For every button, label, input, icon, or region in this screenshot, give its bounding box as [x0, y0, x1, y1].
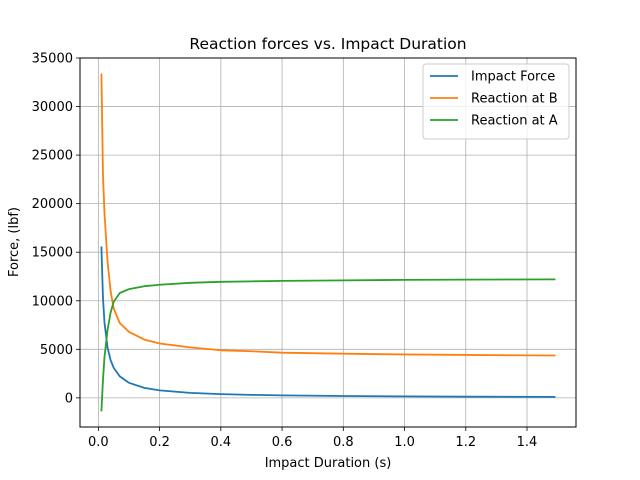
- x-tick-label: 1.2: [455, 435, 476, 450]
- chart-title: Reaction forces vs. Impact Duration: [189, 35, 466, 53]
- y-tick-label: 20000: [32, 197, 73, 212]
- y-tick-label: 35000: [32, 52, 73, 67]
- series-line-2: [100, 278, 556, 412]
- legend-label-impact-force: Impact Force: [471, 70, 555, 85]
- y-tick-label: 10000: [32, 294, 73, 309]
- series-line-1: [100, 73, 556, 357]
- y-tick-label: 25000: [32, 149, 73, 164]
- plot-frame: [79, 57, 577, 428]
- x-tick-label: 0.0: [88, 435, 109, 450]
- legend: Impact Force Reaction at B Reaction at A: [422, 63, 570, 140]
- x-tick-label: 0.6: [272, 435, 293, 450]
- series-lines: [100, 73, 556, 412]
- y-tick-label: 30000: [32, 100, 73, 115]
- x-tick-label: 0.8: [333, 435, 354, 450]
- legend-label-reaction-b: Reaction at B: [471, 92, 558, 107]
- x-tick-label: 0.2: [149, 435, 170, 450]
- y-axis-ticks: 0 5000 10000 15000 20000 25000 30000 35000: [32, 52, 80, 406]
- x-tick-label: 1.4: [517, 435, 538, 450]
- series-line-0: [100, 246, 556, 398]
- x-tick-label: 1.0: [394, 435, 415, 450]
- x-tick-label: 0.4: [210, 435, 231, 450]
- legend-label-reaction-a: Reaction at A: [471, 114, 558, 129]
- y-tick-label: 5000: [40, 343, 73, 358]
- y-tick-label: 0: [65, 391, 73, 406]
- legend-box: [422, 63, 570, 140]
- x-axis-ticks: 0.0 0.2 0.4 0.6 0.8 1.0 1.2 1.4: [88, 427, 537, 450]
- y-tick-label: 15000: [32, 246, 73, 261]
- x-axis-label: Impact Duration (s): [265, 456, 392, 471]
- y-axis-label: Force, (lbf): [7, 207, 22, 277]
